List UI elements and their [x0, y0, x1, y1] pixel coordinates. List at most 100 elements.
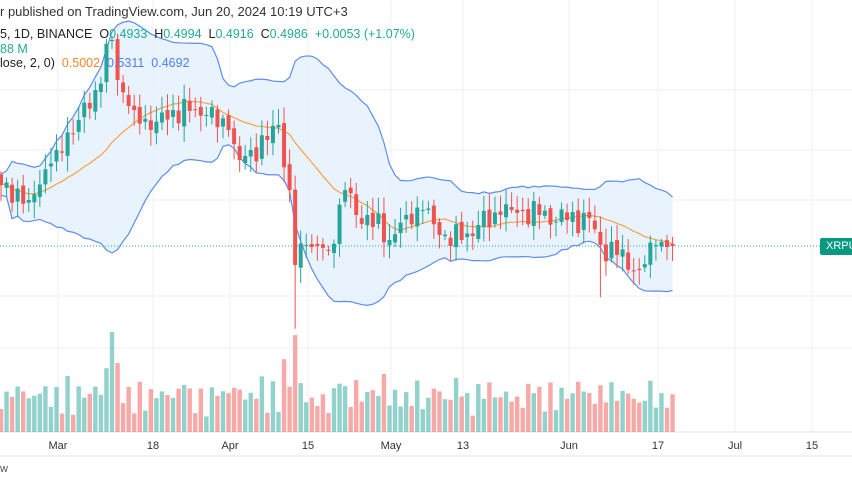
candle-body: [293, 189, 298, 265]
volume-bar: [370, 390, 376, 432]
volume-bar: [70, 414, 76, 432]
candle-body: [4, 182, 9, 188]
volume-bar: [642, 400, 647, 432]
volume-bar: [526, 383, 531, 432]
volume-bar: [509, 401, 514, 432]
candle-body: [670, 243, 675, 246]
volume-bar: [292, 335, 298, 432]
candle-body: [54, 150, 59, 162]
candle-body: [232, 128, 237, 145]
volume-bar: [65, 375, 70, 432]
candle-body: [443, 234, 447, 237]
volume-bar: [398, 406, 403, 432]
volume-bar: [337, 383, 342, 432]
volume-bar: [620, 391, 625, 432]
candle-body: [465, 233, 470, 238]
volume-bar: [592, 403, 598, 432]
candle-body: [470, 233, 475, 237]
candle-body: [393, 234, 398, 243]
volume-bar: [648, 380, 653, 432]
published-header: r published on TradingView.com, Jun 20, …: [0, 4, 348, 19]
candle-body: [653, 244, 658, 246]
candle-body: [315, 243, 320, 246]
volume-bar: [59, 413, 65, 432]
candle-body: [320, 244, 325, 248]
candle-body: [565, 212, 570, 220]
volume-bar: [165, 395, 170, 432]
candle-body: [48, 163, 53, 167]
high-label: H: [154, 27, 164, 41]
volume-bar: [492, 397, 498, 432]
candle-body: [126, 95, 131, 107]
volume-bar: [43, 386, 48, 432]
candle-body: [76, 120, 81, 132]
candle-body: [226, 115, 231, 130]
volume-bar: [82, 397, 87, 432]
volume-bar: [426, 397, 431, 432]
volume-bar: [359, 401, 364, 432]
volume-bar: [553, 410, 559, 432]
volume-bar: [609, 382, 614, 432]
volume-bar: [176, 388, 181, 432]
volume-bar: [365, 391, 370, 432]
volume-bar: [270, 381, 276, 432]
candle-body: [509, 207, 514, 210]
candle-body: [326, 249, 331, 251]
candle-body: [204, 114, 209, 116]
candle-body: [576, 210, 581, 234]
candle-body: [148, 120, 153, 130]
volume-bar: [26, 398, 31, 432]
volume-bar: [392, 389, 398, 432]
volume-bar: [115, 363, 120, 432]
candle-body: [87, 102, 92, 109]
volume-bar: [503, 391, 509, 432]
footer-text: w: [0, 463, 8, 475]
candle-body: [60, 151, 65, 153]
ohlc-legend: 5, 1D, BINANCE O0.4933 H0.4994 L0.4916 C…: [0, 27, 415, 41]
candle-body: [415, 207, 420, 227]
volume-bar: [520, 407, 525, 432]
candle-body: [82, 102, 87, 118]
volume-bar: [409, 405, 414, 432]
volume-bar: [564, 398, 570, 432]
volume-bar: [243, 399, 248, 432]
candle-body: [431, 205, 436, 225]
low-label: L: [208, 27, 216, 41]
candle-body: [0, 174, 3, 185]
volume-bar: [187, 388, 192, 432]
volume-bar: [87, 393, 92, 432]
volume-legend: 88 M: [0, 42, 28, 56]
candle-body: [531, 201, 536, 226]
candle-body: [520, 209, 525, 212]
candle-body: [143, 118, 148, 122]
candle-body: [648, 242, 653, 265]
volume-bar: [98, 394, 104, 432]
volume-bar: [237, 389, 242, 432]
volume-bar: [315, 406, 320, 432]
volume-bar: [459, 396, 464, 432]
candle-body: [637, 268, 642, 270]
candle-body: [492, 212, 497, 225]
volume-bar: [276, 412, 281, 432]
candle-body: [309, 244, 314, 247]
candle-body: [626, 252, 631, 270]
candle-body: [10, 184, 15, 203]
candle-body: [642, 264, 647, 268]
candle-body: [254, 147, 259, 162]
volume-bar: [631, 398, 636, 432]
candle-body: [420, 210, 425, 211]
close-value: 0.4986: [269, 27, 308, 41]
volume-bar: [320, 394, 326, 432]
candle-body: [71, 133, 76, 135]
volume-bar: [415, 380, 420, 432]
volume-bar: [537, 386, 542, 432]
candle-body: [476, 224, 481, 239]
candle-body: [615, 240, 620, 255]
volume-bar: [403, 392, 409, 432]
volume-bar: [32, 395, 37, 432]
candle-body: [359, 218, 364, 224]
volume-bar: [342, 386, 348, 432]
candle-body: [298, 243, 303, 268]
candle-body: [104, 43, 109, 83]
